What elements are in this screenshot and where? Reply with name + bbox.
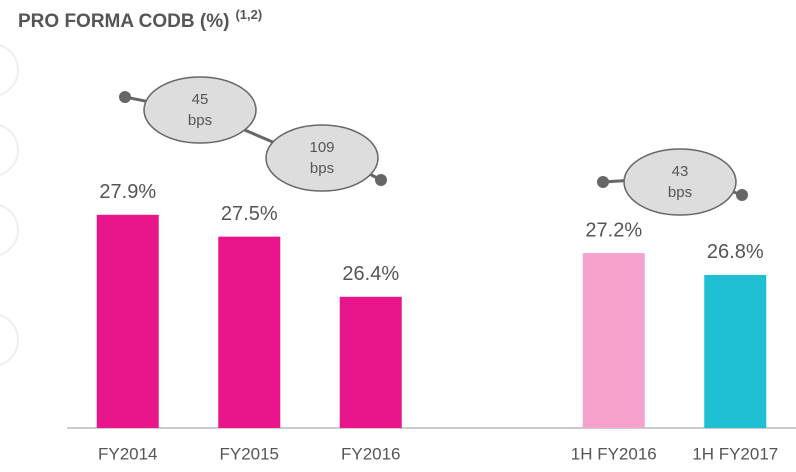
annotation-text: bps xyxy=(668,184,692,201)
x-tick-label: FY2016 xyxy=(341,444,401,463)
value-label: 26.8% xyxy=(707,241,764,263)
annotation-bubble xyxy=(143,76,257,144)
annotation-bubble xyxy=(623,148,737,216)
bar xyxy=(704,274,767,428)
title-note: (1,2) xyxy=(235,7,262,22)
value-label: 26.4% xyxy=(342,263,399,285)
annotation-bubble xyxy=(265,124,379,192)
annotation-dots xyxy=(119,91,748,201)
annotation-text: bps xyxy=(310,160,334,177)
title-text: PRO FORMA CODB (%) xyxy=(18,11,229,32)
x-tick-label: 1H FY2016 xyxy=(571,444,657,463)
bar xyxy=(582,253,645,428)
annotation-text: 45 xyxy=(192,91,209,108)
x-tick-label: 1H FY2017 xyxy=(692,444,778,463)
annotation-text: bps xyxy=(188,112,212,129)
bar xyxy=(96,214,159,428)
bar xyxy=(218,236,281,428)
bar xyxy=(339,296,402,428)
decoration xyxy=(0,44,19,366)
value-label: 27.9% xyxy=(99,181,156,203)
chart-title: PRO FORMA CODB (%) (1,2) xyxy=(18,7,262,32)
value-label: 27.2% xyxy=(585,219,642,241)
annotation-text: 43 xyxy=(672,163,689,180)
value-label: 27.5% xyxy=(221,203,278,225)
x-tick-label: FY2014 xyxy=(98,444,158,463)
annotation-text: 109 xyxy=(309,139,334,156)
x-tick-label: FY2015 xyxy=(219,444,279,463)
